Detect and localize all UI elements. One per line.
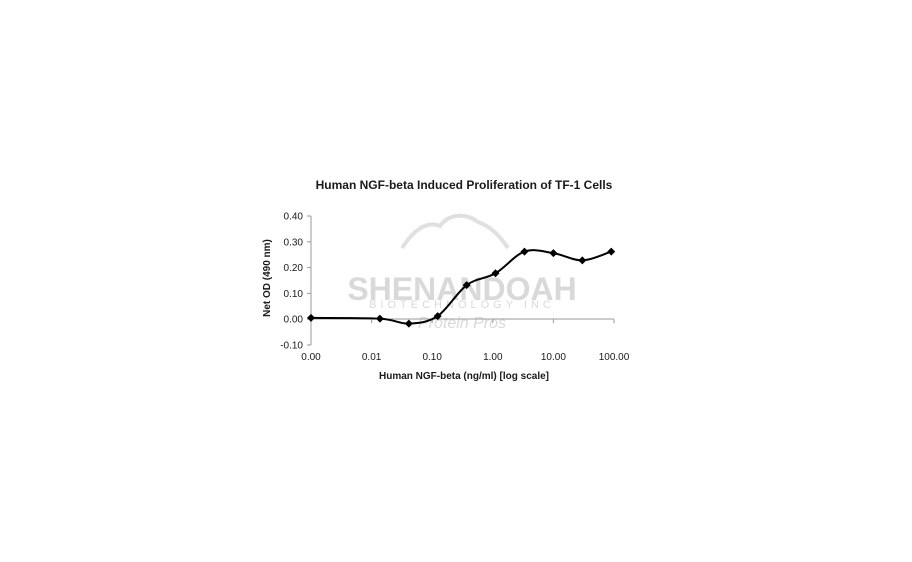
watermark-mountain-logo: [400, 213, 510, 250]
data-point-marker: [491, 269, 500, 278]
y-tick-label: 0.10: [284, 289, 304, 300]
data-point-marker: [578, 256, 587, 265]
x-tick-label: 0.01: [362, 352, 382, 363]
x-tick-label: 0.00: [301, 352, 321, 363]
x-tick-label: 100.00: [599, 352, 630, 363]
chart-title: Human NGF-beta Induced Proliferation of …: [316, 178, 613, 192]
data-point-marker: [549, 249, 558, 258]
data-point-marker: [307, 313, 315, 322]
data-point-marker: [462, 281, 471, 290]
series-line: [310, 249, 612, 325]
data-point-marker: [607, 247, 616, 256]
watermark-subtitle: BIOTECHNOLOGY INC: [369, 299, 555, 311]
y-axis-label: Net OD (490 nm): [262, 239, 273, 317]
x-tick-label: 1.00: [483, 352, 503, 363]
x-tick-label: 10.00: [541, 352, 566, 363]
y-tick-label: 0.20: [284, 263, 304, 274]
series-group: [307, 247, 616, 328]
x-axis-label: Human NGF-beta (ng/ml) [log scale]: [379, 371, 549, 382]
y-tick-label: 0.30: [284, 237, 304, 248]
data-point-marker: [520, 247, 529, 256]
y-tick-label: 0.00: [284, 315, 304, 326]
x-tick-label: 0.10: [422, 352, 442, 363]
y-tick-label: 0.40: [284, 212, 304, 223]
shenandoah-watermark: SHENANDOAH BIOTECHNOLOGY INC Protein Pro…: [347, 213, 577, 332]
y-tick-label: -0.10: [280, 341, 303, 352]
data-point-marker: [433, 312, 442, 321]
data-point-marker: [375, 314, 384, 323]
watermark-script: Protein Pros: [418, 315, 506, 332]
y-ticks: -0.10 0.00 0.10 0.20 0.30 0.40: [280, 212, 311, 352]
data-point-marker: [404, 319, 413, 328]
